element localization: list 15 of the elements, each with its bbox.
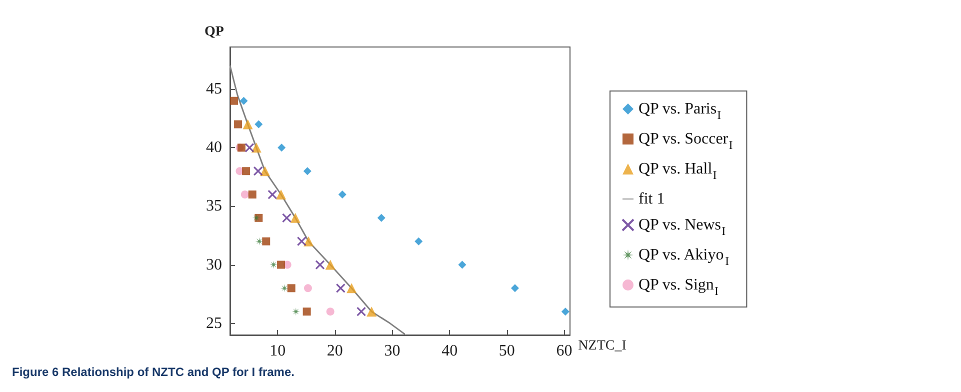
y-tick-label: 30: [206, 256, 222, 274]
y-tick-label: 40: [206, 139, 222, 156]
x-axis-title: NZTC_I: [578, 338, 627, 354]
x-tick-label: 30: [384, 342, 400, 360]
x-tick-label: 50: [498, 342, 515, 360]
y-tick-label: 45: [206, 80, 222, 98]
x-tick-label: 40: [442, 342, 458, 360]
x-tick-label: 10: [270, 342, 286, 360]
legend-label: fit 1: [638, 190, 665, 208]
y-tick-label: 35: [206, 198, 222, 215]
x-tick-label: 60: [556, 342, 572, 360]
y-tick-label: 25: [206, 314, 222, 332]
y-axis-title: QP: [204, 24, 224, 40]
caption: Figure 6 Relationship of NZTC and QP for I frame.: [12, 365, 294, 379]
x-tick-label: 20: [326, 342, 343, 360]
